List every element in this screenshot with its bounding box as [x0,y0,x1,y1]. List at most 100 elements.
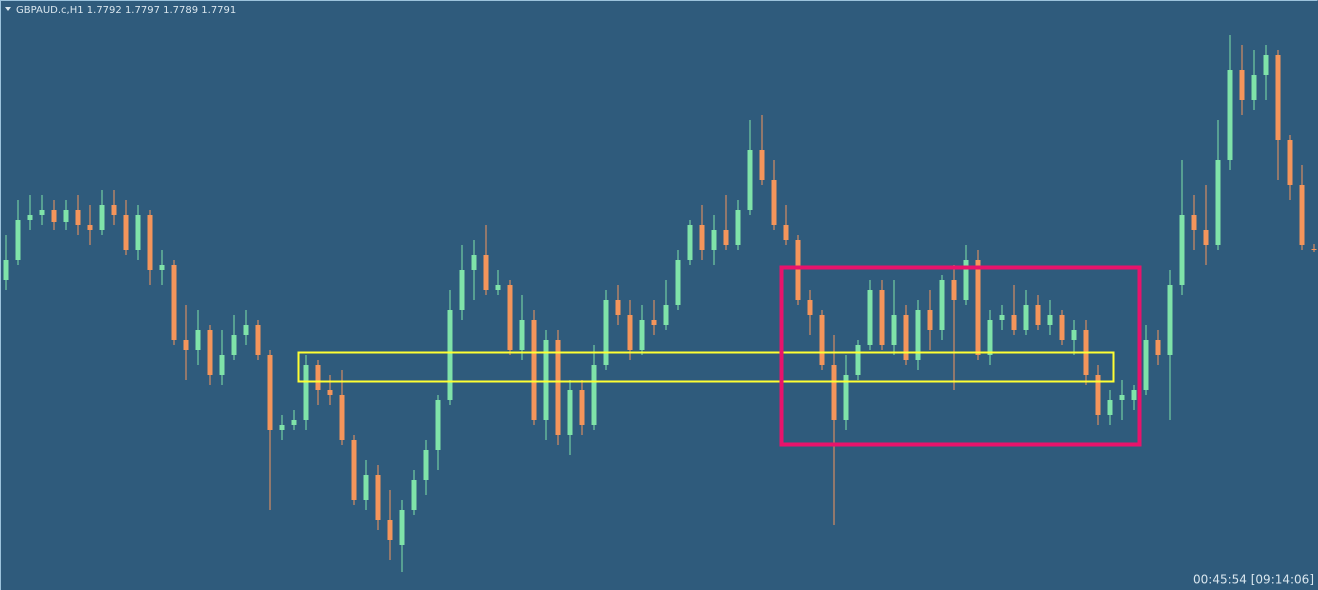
candle-body [1071,330,1077,340]
candle-body [711,230,717,250]
candle-body [1167,285,1173,355]
candle-body [459,270,465,310]
candle-body [243,325,249,335]
candle-body [27,215,33,220]
candle-body [1107,400,1113,415]
candle-body [495,285,501,290]
candle-body [915,310,921,360]
candle-body [855,345,861,375]
candle-body [363,475,369,500]
candle-body [795,240,801,300]
candle-body [279,425,285,430]
candle-body [927,310,933,330]
candle-body [1143,340,1149,390]
candle-body [435,400,441,450]
candle-body [903,315,909,360]
candle-body [267,355,273,430]
candle-body [879,290,885,345]
candle-body [843,375,849,420]
candle-body [75,210,81,225]
collapse-arrow[interactable] [5,7,11,11]
candle-body [999,315,1005,320]
candle-body [519,320,525,350]
candle-body [783,225,789,240]
candle-body [207,330,213,375]
candle-body [1203,230,1209,245]
candle-body [987,320,993,355]
candle-body [1047,315,1053,325]
candle-body [1155,340,1161,355]
candle-body [771,180,777,225]
candle-body [1239,70,1245,100]
candle-body [339,395,345,440]
candle-body [1191,215,1197,230]
candle-body [219,355,225,375]
candle-body [195,330,201,350]
candle-body [315,365,321,390]
candle-body [819,315,825,365]
candle-body [1011,315,1017,330]
candle-body [543,340,549,420]
candle-body [1023,305,1029,330]
candle-body [591,365,597,425]
candle-body [951,280,957,300]
candle-body [375,475,381,520]
candle-body [3,260,9,280]
candle-body [1095,375,1101,415]
candle-body [159,265,165,270]
candle-body [171,265,177,340]
candle-body [63,210,69,222]
candle-body [183,340,189,350]
candle-body [831,365,837,420]
candle-body [939,280,945,330]
candle-body [483,255,489,290]
candle-body [651,320,657,325]
chart-title: GBPAUD.c,H1 1.7792 1.7797 1.7789 1.7791 [16,5,236,16]
candle-body [507,285,513,350]
candle-body [1179,215,1185,285]
candle-body [387,520,393,540]
candle-body [15,220,21,260]
candle-body [675,260,681,305]
candle-body [1215,160,1221,245]
candle-body [663,305,669,325]
candle-body [867,290,873,345]
candle-body [687,225,693,260]
candle-body [1311,249,1317,250]
candle-body [447,310,453,400]
candle-body [351,440,357,500]
candle-timer: 00:45:54 [09:14:06] [1193,573,1314,587]
candle-body [255,325,261,355]
candle-body [1275,55,1281,140]
candle-body [531,320,537,420]
range-box [297,351,1115,383]
candle-body [747,150,753,210]
candle-body [579,390,585,425]
candle-body [135,215,141,250]
candle-body [51,210,57,222]
candle-body [735,210,741,245]
candle-body [111,205,117,215]
candle-body [399,510,405,545]
candle-body [303,365,309,420]
candle-body [567,390,573,435]
candle-body [807,300,813,315]
candle-body [1287,140,1293,185]
candle-body [471,255,477,270]
candle-body [1131,390,1137,400]
candle-body [723,230,729,245]
candle-body [963,260,969,300]
candle-body [1119,395,1125,400]
candle-body [1059,315,1065,340]
candle-body [555,340,561,435]
candle-body [603,300,609,365]
candle-body [1035,305,1041,325]
candle-body [99,205,105,230]
candle-body [123,215,129,250]
candle-body [87,225,93,230]
consolidation-box [779,265,1142,447]
